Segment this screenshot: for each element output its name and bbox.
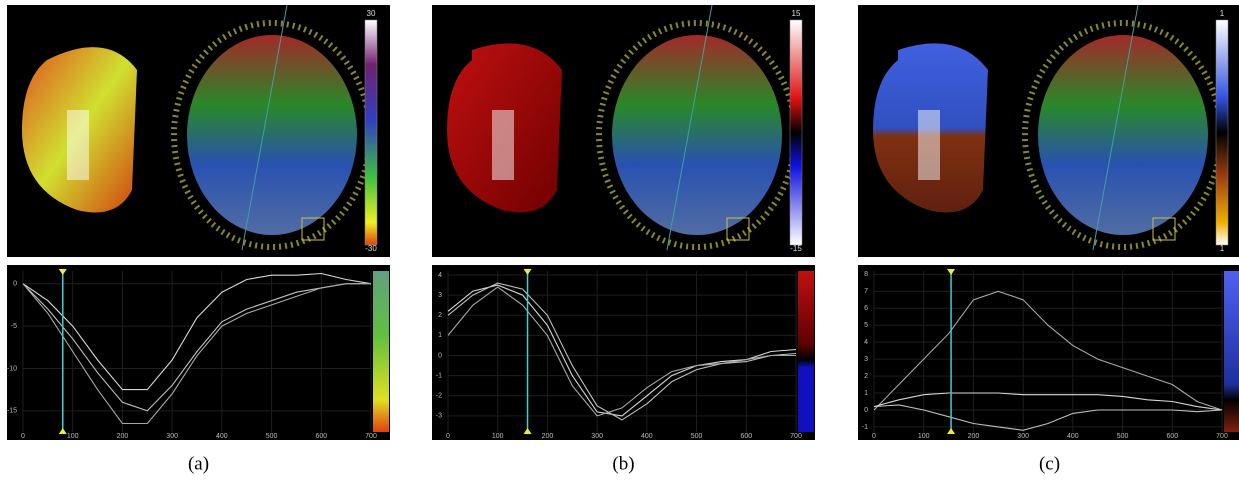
x-tick-label: 300 bbox=[1017, 433, 1029, 440]
colorbar-label: 30 bbox=[367, 9, 376, 18]
caption: (a) bbox=[188, 453, 209, 474]
y-tick-label: 5 bbox=[864, 322, 868, 329]
chart-background bbox=[7, 265, 390, 440]
y-tick-label: 0 bbox=[438, 352, 442, 359]
x-tick-label: 400 bbox=[216, 433, 228, 440]
colorbar-label: 1 bbox=[1220, 244, 1225, 253]
y-tick-label: -2 bbox=[436, 393, 442, 400]
colorbar bbox=[1216, 20, 1228, 245]
chart-colorbar bbox=[798, 271, 814, 432]
y-tick-label: 1 bbox=[864, 390, 868, 397]
chart-colorbar bbox=[1224, 271, 1239, 432]
y-tick-label: 3 bbox=[438, 292, 442, 299]
x-tick-label: 100 bbox=[918, 433, 930, 440]
x-tick-label: 0 bbox=[446, 433, 450, 440]
y-tick-label: -10 bbox=[7, 365, 17, 372]
y-tick-label: -1 bbox=[862, 424, 868, 431]
y-tick-label: 4 bbox=[438, 272, 442, 279]
y-tick-label: 0 bbox=[864, 407, 868, 414]
x-tick-label: 600 bbox=[740, 433, 752, 440]
highlight bbox=[918, 110, 940, 180]
x-tick-label: 500 bbox=[266, 433, 278, 440]
x-tick-label: 0 bbox=[21, 433, 25, 440]
y-tick-label: 0 bbox=[13, 281, 17, 288]
x-tick-label: 300 bbox=[166, 433, 178, 440]
y-tick-label: 2 bbox=[438, 312, 442, 319]
colorbar-label: 15 bbox=[792, 9, 801, 18]
x-tick-label: 700 bbox=[365, 433, 377, 440]
y-tick-label: -3 bbox=[436, 413, 442, 420]
chart-colorbar bbox=[373, 271, 389, 432]
x-tick-label: 0 bbox=[872, 433, 876, 440]
y-tick-label: 4 bbox=[864, 339, 868, 346]
heart-model bbox=[612, 35, 782, 235]
colorbar-label: -15 bbox=[790, 244, 802, 253]
y-tick-label: 2 bbox=[864, 373, 868, 380]
chart-background bbox=[432, 265, 815, 440]
figure: 30-3001002003004005006007000-5-10-15(a)1… bbox=[0, 0, 1239, 479]
x-tick-label: 700 bbox=[1216, 433, 1228, 440]
x-tick-label: 400 bbox=[641, 433, 653, 440]
colorbar-label: 1 bbox=[1220, 9, 1225, 18]
y-tick-label: 3 bbox=[864, 356, 868, 363]
y-tick-label: -5 bbox=[11, 323, 17, 330]
caption: (b) bbox=[612, 453, 634, 474]
heart-model bbox=[1038, 35, 1208, 235]
x-tick-label: 100 bbox=[492, 433, 504, 440]
colorbar bbox=[790, 20, 802, 245]
highlight bbox=[67, 110, 89, 180]
x-tick-label: 200 bbox=[968, 433, 980, 440]
x-tick-label: 200 bbox=[542, 433, 554, 440]
colorbar bbox=[365, 20, 377, 245]
y-tick-label: 8 bbox=[864, 271, 868, 278]
x-tick-label: 600 bbox=[1166, 433, 1178, 440]
x-tick-label: 700 bbox=[790, 433, 802, 440]
x-tick-label: 600 bbox=[315, 433, 327, 440]
highlight bbox=[492, 110, 514, 180]
y-tick-label: -1 bbox=[436, 372, 442, 379]
heart-model bbox=[187, 35, 357, 235]
y-tick-label: 6 bbox=[864, 305, 868, 312]
x-tick-label: 400 bbox=[1067, 433, 1079, 440]
x-tick-label: 100 bbox=[67, 433, 79, 440]
y-tick-label: 7 bbox=[864, 288, 868, 295]
y-tick-label: -15 bbox=[7, 408, 17, 415]
x-tick-label: 300 bbox=[591, 433, 603, 440]
x-tick-label: 200 bbox=[117, 433, 129, 440]
colorbar-label: -30 bbox=[365, 244, 377, 253]
caption: (c) bbox=[1039, 453, 1060, 474]
x-tick-label: 500 bbox=[1117, 433, 1129, 440]
x-tick-label: 500 bbox=[691, 433, 703, 440]
y-tick-label: 1 bbox=[438, 332, 442, 339]
